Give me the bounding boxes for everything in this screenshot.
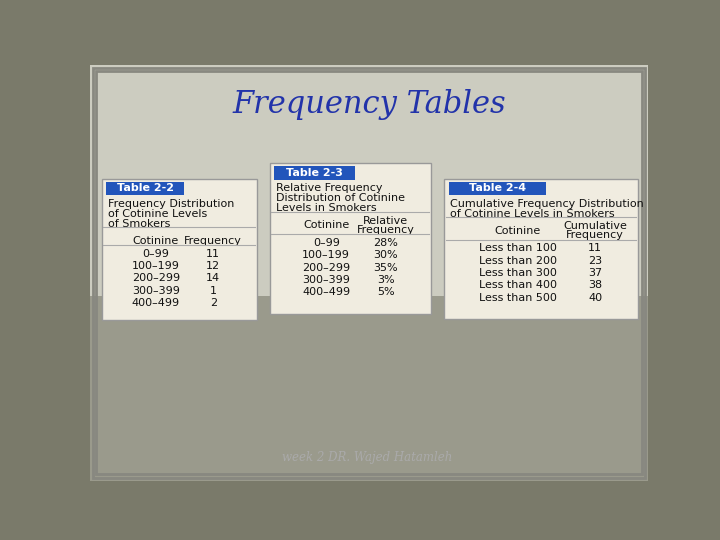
Text: 100–199: 100–199 — [302, 251, 350, 260]
Text: 200–299: 200–299 — [302, 262, 351, 273]
Text: Cumulative: Cumulative — [563, 221, 627, 231]
Text: Cumulative Frequency Distribution: Cumulative Frequency Distribution — [451, 199, 644, 209]
Text: Less than 500: Less than 500 — [479, 293, 557, 303]
Text: Less than 100: Less than 100 — [479, 244, 557, 253]
Text: Table 2-2: Table 2-2 — [117, 184, 174, 193]
Text: 38: 38 — [588, 280, 603, 291]
Text: Table 2-4: Table 2-4 — [469, 184, 526, 193]
Text: Distribution of Cotinine: Distribution of Cotinine — [276, 193, 405, 204]
Text: 14: 14 — [206, 273, 220, 284]
Text: 400–499: 400–499 — [302, 287, 351, 298]
Text: 35%: 35% — [374, 262, 398, 273]
Text: 11: 11 — [588, 244, 603, 253]
Text: Cotinine: Cotinine — [132, 236, 179, 246]
Text: 200–299: 200–299 — [132, 273, 180, 284]
Text: 23: 23 — [588, 256, 603, 266]
FancyBboxPatch shape — [270, 164, 431, 314]
Text: Less than 200: Less than 200 — [479, 256, 557, 266]
FancyBboxPatch shape — [90, 65, 648, 481]
Text: week 2 DR. Wajed Hatamleh: week 2 DR. Wajed Hatamleh — [282, 451, 453, 464]
FancyBboxPatch shape — [274, 166, 355, 179]
Text: Table 2-3: Table 2-3 — [287, 168, 343, 178]
Text: 2: 2 — [210, 298, 217, 308]
FancyBboxPatch shape — [444, 179, 638, 319]
Text: 11: 11 — [206, 249, 220, 259]
FancyBboxPatch shape — [90, 296, 648, 481]
Text: Cotinine: Cotinine — [303, 220, 349, 231]
Text: 28%: 28% — [374, 238, 398, 248]
Text: Frequency Tables: Frequency Tables — [232, 89, 506, 120]
FancyBboxPatch shape — [107, 182, 184, 195]
Text: 5%: 5% — [377, 287, 395, 298]
Text: 12: 12 — [206, 261, 220, 271]
Text: 3%: 3% — [377, 275, 395, 285]
FancyBboxPatch shape — [102, 179, 256, 320]
Text: 37: 37 — [588, 268, 603, 278]
Text: Levels in Smokers: Levels in Smokers — [276, 204, 377, 213]
Text: 400–499: 400–499 — [132, 298, 180, 308]
Text: Frequency: Frequency — [357, 225, 415, 235]
Text: of Cotinine Levels: of Cotinine Levels — [108, 209, 207, 219]
Text: 30%: 30% — [374, 251, 398, 260]
Text: 300–399: 300–399 — [132, 286, 180, 296]
Text: 100–199: 100–199 — [132, 261, 180, 271]
Text: Frequency: Frequency — [567, 231, 624, 240]
Text: Relative: Relative — [364, 215, 408, 226]
Text: 40: 40 — [588, 293, 603, 303]
Text: of Smokers: of Smokers — [108, 219, 170, 229]
Text: 1: 1 — [210, 286, 217, 296]
Text: Cotinine: Cotinine — [495, 226, 541, 236]
Text: of Cotinine Levels in Smokers: of Cotinine Levels in Smokers — [451, 209, 615, 219]
Text: 300–399: 300–399 — [302, 275, 350, 285]
Text: Relative Frequency: Relative Frequency — [276, 184, 382, 193]
Text: Frequency Distribution: Frequency Distribution — [108, 199, 234, 209]
Text: Less than 400: Less than 400 — [479, 280, 557, 291]
Text: 0–99: 0–99 — [312, 238, 340, 248]
Text: Less than 300: Less than 300 — [479, 268, 557, 278]
Text: Frequency: Frequency — [184, 236, 242, 246]
Text: 0–99: 0–99 — [143, 249, 169, 259]
FancyBboxPatch shape — [449, 182, 546, 195]
